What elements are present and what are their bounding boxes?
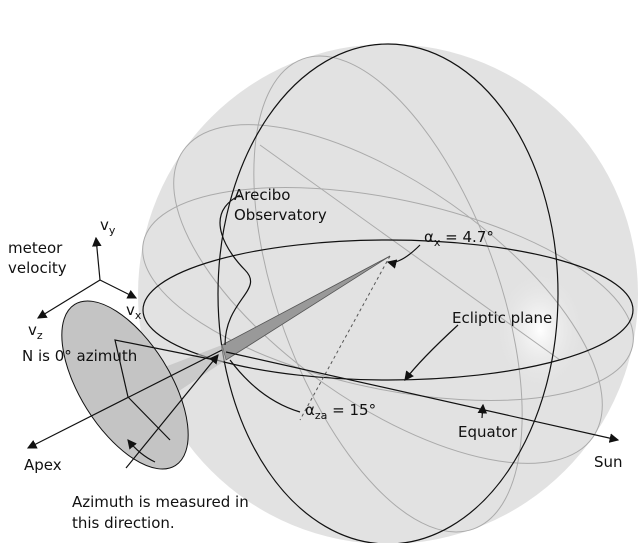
label-part: Observatory [234,206,327,224]
label-part: Arecibo [234,186,290,204]
label-part: α [424,228,434,246]
zenith-line [299,255,391,421]
main-circles [142,43,634,543]
azimuth-direction-arrow [127,439,156,463]
apex-arrow [26,349,223,449]
north-label: N is 0° azimuth [22,347,137,365]
vy-axis [92,236,102,281]
vz-label: vz [28,321,43,342]
label-part: meteor [8,239,63,257]
ecliptic-circle [142,239,634,381]
label-part: Azimuth is measured in [72,493,249,511]
meteor-velocity-label: meteor velocity [8,239,67,277]
disk-lines [114,339,216,398]
label-part: v [100,216,109,234]
label-part: this direction. [72,514,175,532]
vz-axis [36,279,101,319]
label-part: za [315,409,328,422]
sun-arrow [225,351,620,443]
equator-label: Equator [458,423,518,441]
zenith-arrow [125,354,219,469]
arecibo-pointer [219,194,252,346]
label-part: velocity [8,259,67,277]
celestial-sphere [138,44,638,543]
alpha-za-label: αza = 15° [305,401,376,422]
label-part: v [28,321,37,339]
label-part: x [434,236,441,249]
vx-label: vx [126,301,142,322]
label-part: α [305,401,315,419]
sun-glow [495,270,585,390]
label-part: x [135,309,142,322]
label-part: = 15° [327,401,376,419]
meridian-circle [217,43,559,543]
label-part: y [109,224,116,237]
alpha-x-pointer [386,244,421,269]
label-part: = 4.7° [440,228,493,246]
label-part: v [126,301,135,319]
sun-label: Sun [594,453,623,471]
alpha-za-pointer [229,359,301,413]
equator-pointer [477,403,488,419]
label-part: z [37,329,43,342]
vx-axis [99,279,138,299]
arecibo-label: Arecibo Observatory [234,186,327,224]
ecliptic-label: Ecliptic plane [452,309,552,327]
disk-line [127,396,171,441]
alpha-x-label: αx = 4.7° [424,228,494,249]
azimuth-label: Azimuth is measured in this direction. [72,493,249,532]
apex-label: Apex [24,456,62,474]
vy-label: vy [100,216,116,237]
grid-circles [142,55,634,533]
ecliptic-pointer [404,324,459,381]
